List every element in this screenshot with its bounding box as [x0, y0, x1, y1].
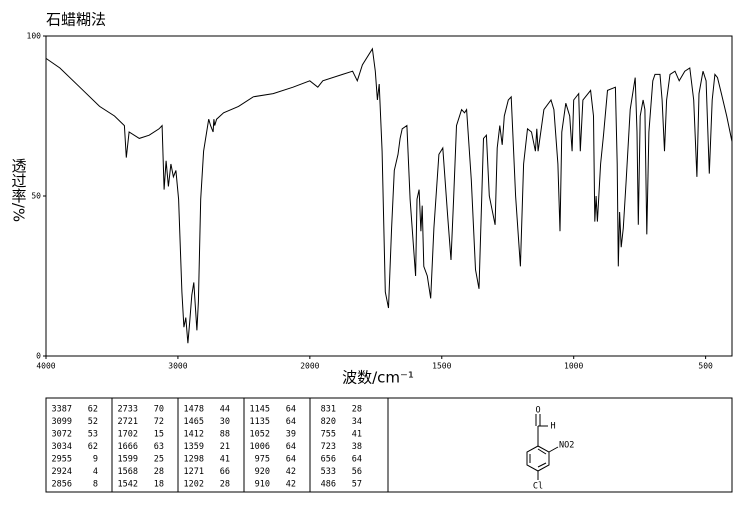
peak-wavenumber: 920 [255, 467, 270, 477]
structure [526, 414, 559, 480]
peak-wavenumber: 1478 [184, 405, 204, 415]
peak-wavenumber: 1465 [184, 417, 204, 427]
peak-wavenumber: 3034 [52, 442, 72, 452]
table-frame [45, 397, 733, 493]
peak-wavenumber: 2856 [52, 480, 72, 490]
peak-transmittance: 34 [352, 417, 362, 427]
x-tick-label: 3000 [168, 362, 187, 371]
peak-wavenumber: 1412 [184, 430, 204, 440]
bond [548, 446, 559, 453]
peak-transmittance: 28 [352, 405, 362, 415]
atom-label: Cl [533, 482, 543, 492]
peak-transmittance: 4 [93, 467, 98, 477]
bond [537, 462, 547, 468]
peak-wavenumber: 1599 [118, 455, 138, 465]
peak-wavenumber: 1568 [118, 467, 138, 477]
peak-wavenumber: 1135 [250, 417, 270, 427]
atom-label: NO2 [559, 441, 574, 451]
peak-wavenumber: 1271 [184, 467, 204, 477]
peak-transmittance: 41 [220, 455, 230, 465]
peak-wavenumber: 820 [321, 417, 336, 427]
y-tick-label: 0 [36, 352, 41, 361]
peak-transmittance: 39 [286, 430, 296, 440]
peak-wavenumber: 1359 [184, 442, 204, 452]
peak-transmittance: 53 [88, 430, 98, 440]
chart-title: 石蜡糊法 [46, 11, 106, 29]
atom-label: H [550, 422, 555, 432]
peak-transmittance: 15 [154, 430, 164, 440]
x-tick-label: 4000 [36, 362, 55, 371]
peak-wavenumber: 3072 [52, 430, 72, 440]
peak-wavenumber: 1145 [250, 405, 270, 415]
peak-transmittance: 64 [286, 405, 296, 415]
peak-transmittance: 28 [220, 480, 230, 490]
peak-wavenumber: 1006 [250, 442, 270, 452]
peak-wavenumber: 1202 [184, 480, 204, 490]
peak-wavenumber: 723 [321, 442, 336, 452]
peak-wavenumber: 1666 [118, 442, 138, 452]
peak-wavenumber: 3099 [52, 417, 72, 427]
peak-wavenumber: 2924 [52, 467, 72, 477]
peak-transmittance: 64 [352, 455, 362, 465]
peak-wavenumber: 755 [321, 430, 336, 440]
spectrum-line [45, 47, 733, 344]
peak-transmittance: 28 [154, 467, 164, 477]
peak-wavenumber: 1052 [250, 430, 270, 440]
atom-label: O [535, 406, 540, 416]
peak-transmittance: 57 [352, 480, 362, 490]
peak-transmittance: 62 [88, 405, 98, 415]
peak-transmittance: 42 [286, 480, 296, 490]
peak-transmittance: 88 [220, 430, 230, 440]
peak-wavenumber: 656 [321, 455, 336, 465]
peak-transmittance: 9 [93, 455, 98, 465]
peak-transmittance: 63 [154, 442, 164, 452]
y-tick-label: 50 [31, 192, 41, 201]
x-axis-label: 波数/cm⁻¹ [342, 369, 414, 387]
peak-transmittance: 64 [286, 442, 296, 452]
x-tick-label: 1500 [432, 362, 451, 371]
peak-transmittance: 41 [352, 430, 362, 440]
peak-transmittance: 66 [220, 467, 230, 477]
peak-transmittance: 18 [154, 480, 164, 490]
peak-transmittance: 38 [352, 442, 362, 452]
peak-transmittance: 30 [220, 417, 230, 427]
peak-transmittance: 52 [88, 417, 98, 427]
peak-transmittance: 21 [220, 442, 230, 452]
peak-wavenumber: 975 [255, 455, 270, 465]
bond [537, 448, 547, 455]
peak-transmittance: 62 [88, 442, 98, 452]
peak-wavenumber: 2733 [118, 405, 138, 415]
peak-wavenumber: 1702 [118, 430, 138, 440]
peak-transmittance: 56 [352, 467, 362, 477]
y-tick-label: 100 [27, 32, 42, 41]
peak-transmittance: 42 [286, 467, 296, 477]
peak-transmittance: 25 [154, 455, 164, 465]
peak-wavenumber: 2955 [52, 455, 72, 465]
x-tick-label: 2000 [300, 362, 319, 371]
peak-wavenumber: 3387 [52, 405, 72, 415]
peak-transmittance: 64 [286, 417, 296, 427]
peak-transmittance: 8 [93, 480, 98, 490]
peak-transmittance: 44 [220, 405, 230, 415]
y-axis-label: 透过率/% [10, 158, 28, 222]
peak-transmittance: 72 [154, 417, 164, 427]
peak-wavenumber: 1542 [118, 480, 138, 490]
peak-transmittance: 64 [286, 455, 296, 465]
peak-wavenumber: 910 [255, 480, 270, 490]
x-tick-label: 500 [698, 362, 713, 371]
peak-wavenumber: 533 [321, 467, 336, 477]
peak-wavenumber: 2721 [118, 417, 138, 427]
x-tick-label: 1000 [564, 362, 583, 371]
peak-wavenumber: 1298 [184, 455, 204, 465]
peak-wavenumber: 831 [321, 405, 336, 415]
peak-wavenumber: 486 [321, 480, 336, 490]
peak-transmittance: 70 [154, 405, 164, 415]
